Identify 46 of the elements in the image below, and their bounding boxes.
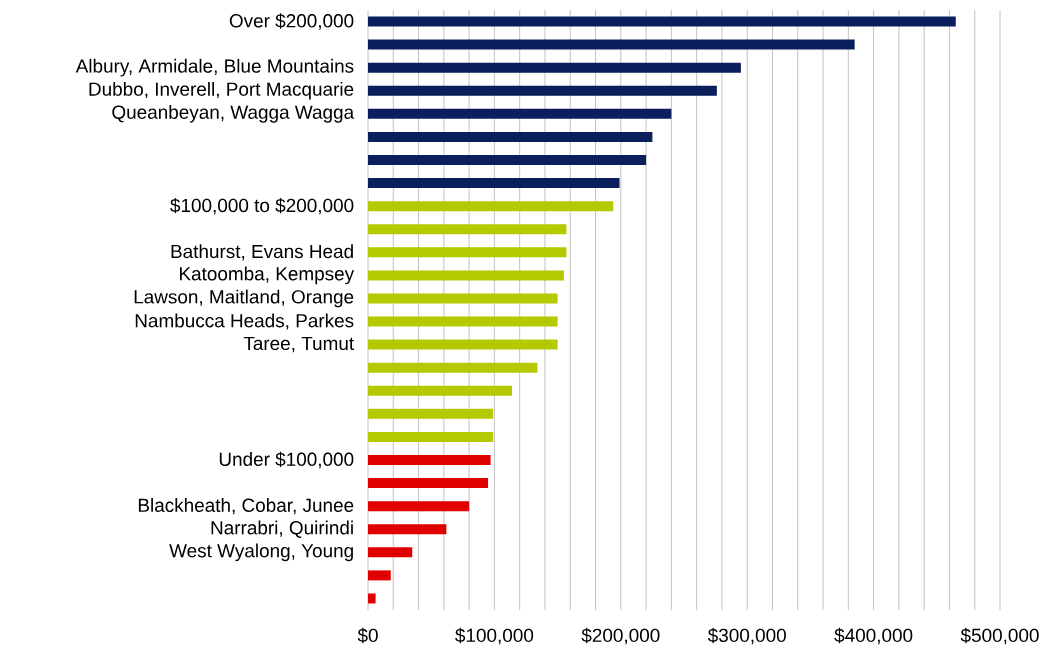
- bar: [368, 39, 855, 50]
- x-tick-label: $400,000: [834, 627, 913, 645]
- y-tick-label: Under $100,000: [219, 451, 354, 469]
- bar: [368, 16, 956, 27]
- x-tick-label: $100,000: [455, 627, 534, 645]
- bar: [368, 62, 741, 73]
- bar: [368, 570, 391, 581]
- y-tick-label: Dubbo, Inverell, Port Macquarie: [89, 81, 354, 100]
- bar: [368, 408, 494, 419]
- y-tick-label: Nambucca Heads, Parkes: [135, 313, 354, 330]
- bar: [368, 108, 672, 119]
- y-tick-label: Over $200,000: [229, 13, 354, 30]
- bar: [368, 455, 491, 465]
- y-tick-label: Queanbeyan, Wagga Wagga: [112, 105, 355, 123]
- bar: [368, 85, 717, 96]
- bar: [368, 593, 376, 604]
- bar: [368, 316, 558, 327]
- y-tick-label: West Wyalong, Young: [169, 543, 353, 562]
- y-tick-label: Taree, Tumut: [243, 336, 355, 353]
- bar: [368, 524, 447, 535]
- y-tick-label: $100,000 to $200,000: [170, 197, 354, 215]
- y-tick-label: Bathurst, Evans Head: [171, 244, 353, 261]
- bar: [368, 293, 558, 304]
- y-tick-label: Albury, Armidale, Blue Mountains: [75, 58, 354, 77]
- bar: [368, 362, 538, 373]
- bar: [368, 247, 567, 258]
- y-tick-label: Lawson, Maitland, Orange: [134, 289, 354, 308]
- x-tick-label: $0: [357, 627, 378, 644]
- bar: [368, 385, 513, 396]
- bar: [368, 155, 647, 165]
- y-tick-label: Blackheath, Cobar, Junee: [138, 498, 354, 515]
- bar: [368, 131, 653, 142]
- bar: [368, 431, 494, 442]
- bar: [368, 339, 558, 350]
- x-tick-label: $200,000: [581, 627, 660, 645]
- bar: [368, 270, 564, 281]
- bar: [368, 501, 470, 512]
- bar: [368, 224, 567, 235]
- x-tick-label: $500,000: [960, 627, 1039, 645]
- y-tick-label: Katoomba, Kempsey: [179, 266, 355, 285]
- y-tick-label: Narrabri, Quirindi: [211, 520, 353, 538]
- bar: [368, 201, 614, 212]
- bar: [368, 547, 413, 558]
- bar: [368, 178, 620, 189]
- bar: [368, 478, 489, 489]
- x-tick-label: $300,000: [707, 627, 786, 645]
